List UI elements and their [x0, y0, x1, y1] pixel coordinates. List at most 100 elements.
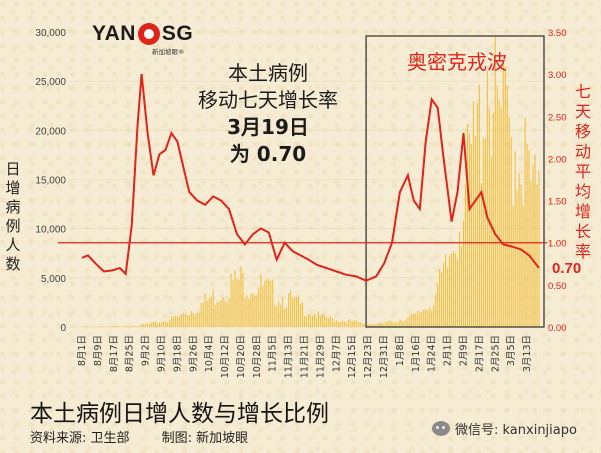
- right-tick-label: 2.50: [548, 112, 567, 123]
- daily-cases-bar: [286, 307, 288, 327]
- right-axis-ticks: 0.00 0.50 1.00 1.50 2.00 2.50 3.00 3.50: [548, 28, 567, 334]
- left-tick-label: 25,000: [35, 77, 66, 88]
- daily-cases-bar: [127, 326, 129, 327]
- chart-footer-title: 本土病例日增人数与增长比例: [30, 401, 329, 427]
- daily-cases-bar: [391, 321, 393, 327]
- daily-cases-bar: [385, 321, 387, 327]
- daily-cases-bar: [413, 313, 415, 327]
- x-tick-label: 2月9日: [458, 335, 469, 366]
- right-tick-label: 1.00: [548, 239, 567, 250]
- daily-cases-bar: [417, 310, 419, 327]
- daily-cases-bar: [375, 324, 377, 327]
- daily-cases-bar: [409, 315, 411, 327]
- daily-cases-bar: [168, 320, 170, 327]
- wechat-id: 微信号: kanxinjiapo: [432, 419, 577, 438]
- daily-cases-bar: [184, 314, 186, 327]
- daily-cases-bar: [139, 325, 141, 327]
- right-axis-label-char: 天: [574, 102, 591, 121]
- daily-cases-bar: [208, 298, 210, 327]
- daily-cases-bar: [439, 268, 441, 327]
- daily-cases-bar: [421, 312, 423, 327]
- daily-cases-bar: [399, 319, 401, 327]
- daily-cases-bar: [282, 297, 284, 327]
- daily-cases-bar: [222, 296, 224, 327]
- daily-cases-bar: [145, 324, 147, 327]
- omicron-window-box: [365, 35, 545, 328]
- left-tick-label: 15,000: [35, 176, 66, 187]
- daily-cases-bar: [234, 270, 236, 327]
- daily-cases-bar: [381, 323, 383, 327]
- annotation-line-2: 移动七天增长率: [198, 88, 338, 112]
- daily-cases-bar: [284, 308, 286, 327]
- daily-cases-bar: [246, 295, 248, 327]
- daily-cases-bar: [198, 312, 200, 327]
- daily-cases-bar: [319, 315, 321, 327]
- daily-cases-bar: [486, 70, 488, 327]
- right-tick-label: 0.00: [548, 323, 567, 334]
- wechat-icon: [432, 421, 450, 436]
- x-tick-label: 10月28日: [252, 335, 263, 378]
- daily-cases-bar: [458, 232, 461, 327]
- daily-cases-bar: [206, 300, 208, 327]
- x-tick-label: 9月2日: [141, 335, 152, 366]
- daily-cases-bar: [250, 294, 252, 327]
- daily-cases-bar: [268, 279, 270, 327]
- right-axis-label-char: 率: [574, 242, 591, 261]
- daily-cases-bar: [242, 272, 244, 327]
- daily-cases-bar: [252, 292, 254, 327]
- daily-cases-bar: [307, 313, 310, 327]
- footer-source-line: 资料来源: 卫生部 制图: 新加坡眼: [30, 427, 276, 446]
- daily-cases-bar: [393, 322, 395, 327]
- daily-cases-bar: [518, 173, 520, 327]
- daily-cases-bar: [425, 309, 427, 327]
- daily-cases-bar: [482, 138, 484, 327]
- logo-eye-icon: [137, 23, 160, 45]
- daily-cases-bar: [379, 322, 381, 327]
- daily-cases-bar: [472, 101, 474, 327]
- daily-cases-bar: [196, 312, 198, 327]
- daily-cases-bar: [315, 317, 318, 327]
- x-tick-label: 1月8日: [395, 335, 406, 366]
- daily-cases-bar: [405, 319, 407, 327]
- daily-cases-bar: [357, 322, 359, 327]
- x-tick-label: 11月13日: [284, 335, 295, 378]
- x-tick-label: 3月5日: [506, 335, 517, 366]
- daily-cases-bar: [266, 278, 268, 327]
- daily-cases-bar: [337, 321, 339, 327]
- daily-cases-bar: [115, 326, 117, 327]
- daily-cases-bar: [451, 253, 453, 327]
- x-tick-label: 2月1日: [443, 335, 454, 366]
- daily-cases-bar: [331, 317, 333, 327]
- daily-cases-bar: [464, 184, 467, 327]
- right-axis-label-char: 长: [574, 222, 591, 241]
- logo-text-right: SG: [161, 22, 194, 45]
- bar-series: [81, 36, 540, 328]
- daily-cases-bar: [321, 313, 323, 327]
- right-axis-label-char: 移: [574, 122, 591, 141]
- daily-cases-bar: [317, 310, 319, 327]
- daily-cases-bar: [244, 298, 246, 327]
- daily-cases-bar: [216, 301, 218, 327]
- daily-cases-bar: [516, 190, 518, 327]
- logo-text-left: YAN: [92, 22, 136, 45]
- daily-cases-bar: [280, 304, 282, 327]
- daily-cases-bar: [248, 298, 250, 327]
- daily-cases-bar: [296, 296, 298, 327]
- daily-cases-bar: [455, 253, 457, 327]
- daily-cases-bar: [502, 62, 504, 328]
- daily-cases-bar: [154, 321, 157, 327]
- daily-cases-bar: [137, 326, 139, 327]
- daily-cases-bar: [238, 280, 240, 327]
- daily-cases-bar: [264, 280, 266, 327]
- daily-cases-bar: [178, 315, 180, 327]
- daily-cases-bar: [272, 279, 274, 327]
- right-tick-label: 0.50: [548, 281, 567, 292]
- daily-cases-bar: [449, 257, 451, 327]
- daily-cases-bar: [359, 321, 361, 327]
- daily-cases-bar: [514, 151, 516, 327]
- daily-cases-bar: [256, 294, 258, 327]
- x-tick-label: 9月18日: [172, 335, 183, 372]
- daily-cases-bar: [484, 138, 486, 327]
- right-axis-label: 七天移动平均增长率: [570, 82, 596, 262]
- daily-cases-bar: [192, 313, 194, 327]
